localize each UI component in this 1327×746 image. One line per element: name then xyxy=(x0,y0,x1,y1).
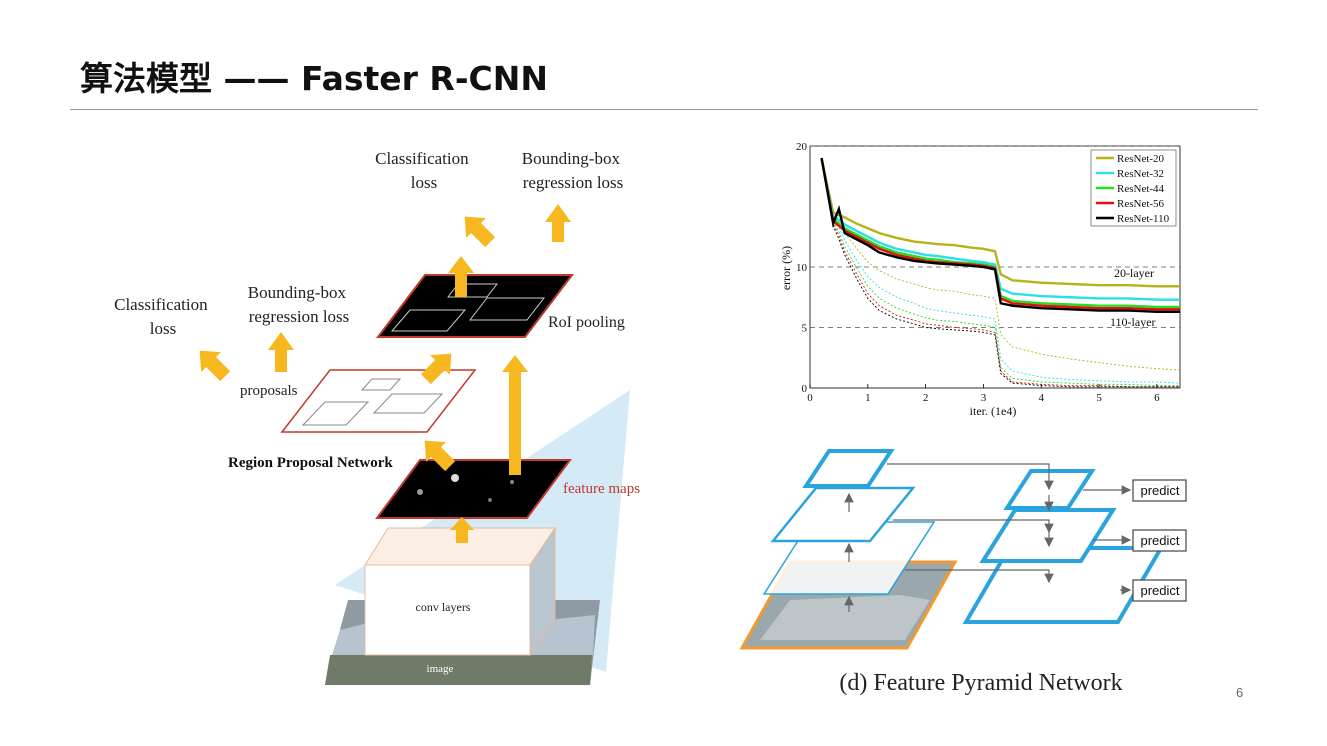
legend-label-resnet-110: ResNet-110 xyxy=(1117,213,1170,225)
conv-layers-label: conv layers xyxy=(416,600,471,614)
legend-label-resnet-56: ResNet-56 xyxy=(1117,198,1165,210)
y-tick-5: 5 xyxy=(802,323,808,335)
predict-label-1: predict xyxy=(1140,483,1179,498)
series-train-resnet-44 xyxy=(820,157,1180,309)
arrow-roi-up xyxy=(448,256,474,297)
x-tick-0: 0 xyxy=(807,392,813,404)
chart-x-ticks: 0 1 2 3 4 5 6 xyxy=(807,384,1160,404)
predict-label-2: predict xyxy=(1140,533,1179,548)
series-train-resnet-32 xyxy=(820,157,1180,301)
arrow-top-classification xyxy=(464,216,496,248)
series-test-resnet-110 xyxy=(821,158,1180,388)
proposals-label: proposals xyxy=(240,383,298,399)
top-bbox-line1: Bounding-box xyxy=(522,149,621,168)
x-tick-5: 5 xyxy=(1096,392,1102,404)
fpn-arrows xyxy=(844,463,1132,612)
roi-pooling-label: RoI pooling xyxy=(548,314,625,331)
arrow-features-to-proposals xyxy=(424,440,456,472)
series-test-resnet-56 xyxy=(821,158,1180,388)
chart-legend: ResNet-20 ResNet-32 ResNet-44 ResNet-56 ResN… xyxy=(1090,149,1177,227)
series-train-resnet-56 xyxy=(820,157,1180,311)
slide-title: 算法模型 —— Faster R-CNN xyxy=(80,59,548,98)
rpn-label: Region Proposal Network xyxy=(228,455,393,471)
arrow-features-to-roi xyxy=(502,355,528,475)
predict-label-3: predict xyxy=(1140,583,1179,598)
fpn-left-level-1 xyxy=(802,449,895,488)
annotation-20-layer: 20-layer xyxy=(1114,266,1154,280)
predict-box-3: predict xyxy=(1132,579,1187,602)
legend-label-resnet-20: ResNet-20 xyxy=(1117,153,1165,165)
left-bbox-loss: Bounding-box regression loss xyxy=(248,283,350,326)
arrow-proposals-to-roi xyxy=(420,353,452,385)
y-tick-20: 20 xyxy=(796,141,808,153)
proposals-frame xyxy=(280,369,477,433)
resnet-error-chart: 0 5 10 20 0 1 2 3 4 5 6 iter. (1e4) error (%) 20-… xyxy=(779,141,1181,418)
top-classification-line1: Classification xyxy=(375,149,469,168)
y-tick-0: 0 xyxy=(802,383,808,395)
x-tick-2: 2 xyxy=(923,392,929,404)
conv-layers-box: conv layers xyxy=(364,526,556,657)
x-tick-1: 1 xyxy=(865,392,871,404)
left-bbox-line2: regression loss xyxy=(249,307,350,326)
feature-map xyxy=(375,459,572,519)
arrow-top-bbox xyxy=(545,204,571,242)
x-tick-6: 6 xyxy=(1154,392,1160,404)
fpn-caption: (d) Feature Pyramid Network xyxy=(839,670,1122,696)
fpn-left-level-2 xyxy=(770,486,916,543)
y-tick-10: 10 xyxy=(796,262,808,274)
fpn-diagram: predict predict predict (d) Feature Pyra… xyxy=(739,449,1187,696)
legend-label-resnet-44: ResNet-44 xyxy=(1117,183,1165,195)
image-label: image xyxy=(427,663,454,675)
title-divider xyxy=(70,109,1258,110)
x-tick-3: 3 xyxy=(981,392,987,404)
top-classification-line2: loss xyxy=(411,173,437,192)
left-classification-loss: Classification loss xyxy=(114,295,212,338)
chart-series xyxy=(820,157,1181,388)
arrow-left-bbox xyxy=(268,332,294,372)
series-test-resnet-32 xyxy=(821,158,1181,384)
chart-x-label: iter. (1e4) xyxy=(970,404,1017,418)
series-train-resnet-110 xyxy=(820,157,1180,313)
series-test-resnet-20 xyxy=(821,158,1181,371)
fpn-right-level-2 xyxy=(979,508,1117,563)
series-train-resnet-20 xyxy=(820,157,1180,288)
left-bbox-line1: Bounding-box xyxy=(248,283,347,302)
faster-rcnn-diagram: image conv layers feature maps Region Pr… xyxy=(114,149,640,685)
left-classification-line2: loss xyxy=(150,319,176,338)
chart-y-label: error (%) xyxy=(779,246,793,290)
flow-arrows xyxy=(199,204,571,543)
predict-box-1: predict xyxy=(1132,479,1187,502)
chart-y-ticks: 0 5 10 20 xyxy=(796,141,808,395)
legend-label-resnet-32: ResNet-32 xyxy=(1117,168,1164,180)
arrow-left-classification xyxy=(199,350,231,382)
page-number: 6 xyxy=(1236,685,1244,700)
top-bbox-line2: regression loss xyxy=(523,173,624,192)
predict-box-2: predict xyxy=(1132,529,1187,552)
left-classification-line1: Classification xyxy=(114,295,208,314)
top-bbox-loss: Bounding-box regression loss xyxy=(522,149,624,192)
arrow-conv-to-features xyxy=(450,517,474,543)
x-tick-4: 4 xyxy=(1039,392,1045,404)
annotation-110-layer: 110-layer xyxy=(1110,315,1156,329)
top-classification-loss: Classification loss xyxy=(375,149,473,192)
feature-maps-label: feature maps xyxy=(563,481,640,497)
roi-pooling-map xyxy=(375,274,575,338)
